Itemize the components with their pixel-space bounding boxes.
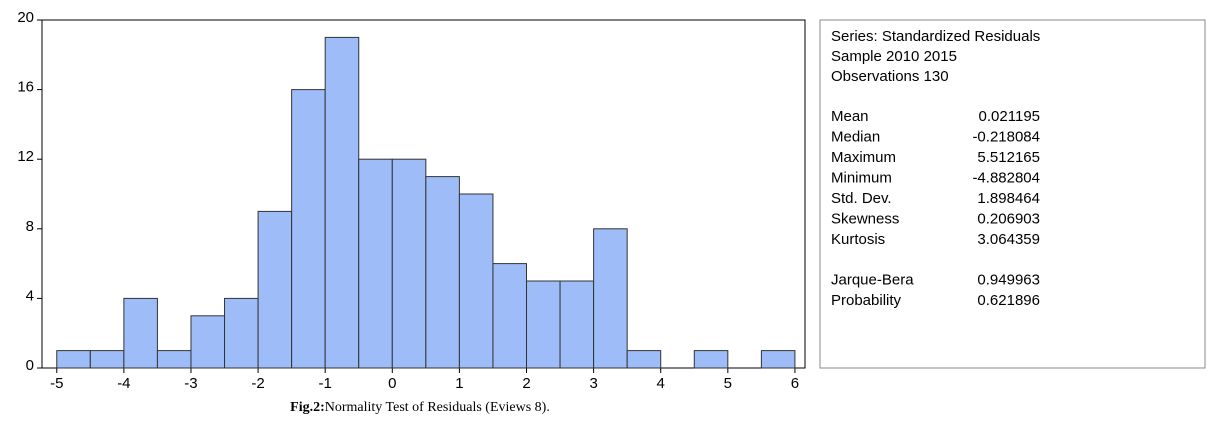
bar (156, 350, 192, 369)
x-tick-label: -1 (319, 375, 332, 392)
stats-value: 3.064359 (977, 231, 1040, 248)
stats-label: Jarque-Bera (831, 271, 914, 288)
x-tick-label: 5 (724, 375, 732, 392)
stats-header: Observations 130 (831, 68, 949, 85)
stats-value: 0.021195 (979, 108, 1040, 125)
stats-label: Maximum (831, 149, 896, 166)
x-tick-label: 6 (791, 375, 799, 392)
y-tick-label: 0 (26, 357, 34, 374)
stats-value: 5.512165 (977, 149, 1040, 166)
stats-label: Median (831, 128, 880, 145)
bar (257, 210, 293, 369)
stats-value: 1.898464 (977, 190, 1040, 207)
caption-text: Normality Test of Residuals (Eviews 8). (325, 400, 550, 415)
bar (224, 297, 259, 369)
bar (760, 350, 796, 369)
bar (626, 350, 662, 369)
bar (291, 89, 326, 369)
x-tick-label: 0 (388, 375, 396, 392)
bar (190, 315, 226, 369)
x-tick-label: -3 (184, 375, 197, 392)
y-tick-label: 4 (26, 287, 34, 304)
bar (324, 36, 360, 369)
stats-label: Probability (831, 292, 902, 309)
x-tick-label: 3 (589, 375, 597, 392)
stats-value: 0.206903 (977, 210, 1040, 227)
x-tick-label: -2 (251, 375, 264, 392)
stats-label: Mean (831, 108, 869, 125)
stats-value: 0.949963 (977, 271, 1040, 288)
stats-value: -4.882804 (972, 169, 1040, 186)
stats-header: Series: Standardized Residuals (831, 28, 1040, 45)
bar (391, 158, 427, 369)
stats-value: 0.621896 (977, 292, 1040, 309)
stats-label: Std. Dev. (831, 190, 892, 207)
bar (559, 280, 595, 369)
bar (693, 350, 729, 369)
x-tick-label: 2 (522, 375, 530, 392)
y-tick-label: 16 (17, 79, 34, 96)
stats-header: Sample 2010 2015 (831, 48, 957, 65)
x-tick-label: -4 (117, 375, 130, 392)
bar (492, 263, 528, 369)
x-tick-label: 1 (455, 375, 463, 392)
bar (89, 350, 125, 369)
bar (358, 158, 393, 369)
x-tick-label: -5 (50, 375, 63, 392)
bar (123, 297, 158, 369)
bar (593, 228, 628, 369)
y-tick-label: 12 (17, 148, 34, 165)
caption-label: Fig.2: (290, 400, 325, 415)
bar (56, 350, 91, 369)
bar (526, 280, 561, 369)
stats-label: Skewness (831, 210, 899, 227)
stats-label: Kurtosis (831, 231, 885, 248)
bar (425, 176, 460, 369)
caption: Fig.2:Normality Test of Residuals (Eview… (290, 400, 550, 415)
stats-box (819, 19, 1206, 369)
stats-label: Minimum (831, 169, 892, 186)
y-tick-label: 20 (17, 9, 34, 26)
bar (458, 193, 494, 369)
stats-value: -0.218084 (972, 128, 1040, 145)
y-tick-label: 8 (26, 218, 34, 235)
x-tick-label: 4 (657, 375, 665, 392)
